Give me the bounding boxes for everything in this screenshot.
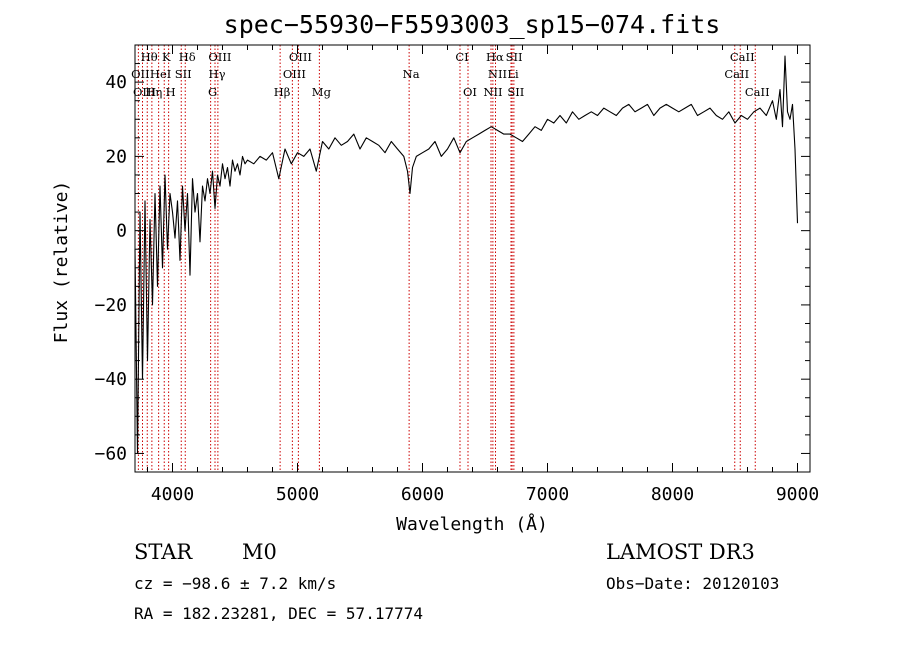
x-tick-label: 6000 (401, 484, 444, 505)
line-marker-label-5: CI (455, 50, 468, 64)
chart-title: spec−55930−F5593003_sp15−074.fits (224, 10, 721, 39)
line-marker-label-0: Hθ (141, 50, 158, 64)
line-marker-label-9: OII (131, 67, 150, 81)
line-marker-label-22: Hβ (274, 85, 291, 99)
line-marker-label-18: OIII (133, 85, 156, 99)
y-axis-label: Flux (relative) (51, 181, 72, 344)
x-tick-label: 9000 (776, 484, 819, 505)
line-marker-label-3: OIII (208, 50, 231, 64)
redshift-velocity: cz = −98.6 ± 7.2 km/s (134, 574, 337, 593)
line-marker-label-25: NII (483, 85, 502, 99)
x-tick-label: 8000 (651, 484, 694, 505)
x-axis-label: Wavelength (Å) (396, 513, 548, 535)
line-marker-label-20: H (166, 85, 176, 99)
line-marker-label-14: Na (403, 67, 420, 81)
line-marker-label-26: SII (507, 85, 524, 99)
line-marker-label-23: Mg (312, 85, 332, 99)
line-marker-label-24: OI (463, 85, 477, 99)
line-marker-label-4: OIII (289, 50, 312, 64)
line-marker-label-13: OIII (283, 67, 306, 81)
line-marker-label-2: Hδ (179, 50, 196, 64)
line-marker-label-19: Hη (145, 85, 162, 99)
y-tick-label: 40 (105, 72, 127, 93)
line-marker-label-7: SII (506, 50, 523, 64)
object-subclass: M0 (242, 540, 277, 564)
x-tick-label: 7000 (526, 484, 569, 505)
line-marker-label-11: SII (175, 67, 192, 81)
y-tick-label: 20 (105, 146, 127, 167)
y-tick-label: −20 (94, 295, 127, 316)
line-marker-label-16: Li (507, 67, 519, 81)
spectrum-line (134, 55, 799, 454)
line-marker-label-12: Hγ (209, 67, 226, 81)
line-marker-label-10: HeI (150, 67, 171, 81)
y-tick-label: 0 (116, 221, 127, 242)
object-class: STAR (134, 540, 193, 564)
observation-date: Obs−Date: 20120103 (606, 574, 780, 593)
line-marker-label-6: Hα (486, 50, 504, 64)
plot-area: 4000 5000 6000 7000 8000 9000 −60 −40 −20 0 20 40 Hθ… (94, 44, 819, 505)
x-tick-label: 4000 (151, 484, 194, 505)
y-tick-label: −60 (94, 443, 127, 464)
survey-name: LAMOST DR3 (606, 540, 755, 564)
line-marker-label-21: G (208, 85, 217, 99)
y-tick-label: −40 (94, 369, 127, 390)
x-tick-label: 5000 (276, 484, 319, 505)
line-marker-label-17: CaII (724, 67, 749, 81)
coordinates: RA = 182.23281, DEC = 57.17774 (134, 604, 423, 623)
line-marker-label-8: CaII (730, 50, 755, 64)
line-marker-label-27: CaII (745, 85, 770, 99)
line-marker-label-15: NII (488, 67, 507, 81)
line-marker-label-1: K (162, 50, 171, 64)
spectrum-chart: spec−55930−F5593003_sp15−074.fits 4000 50… (51, 10, 819, 535)
